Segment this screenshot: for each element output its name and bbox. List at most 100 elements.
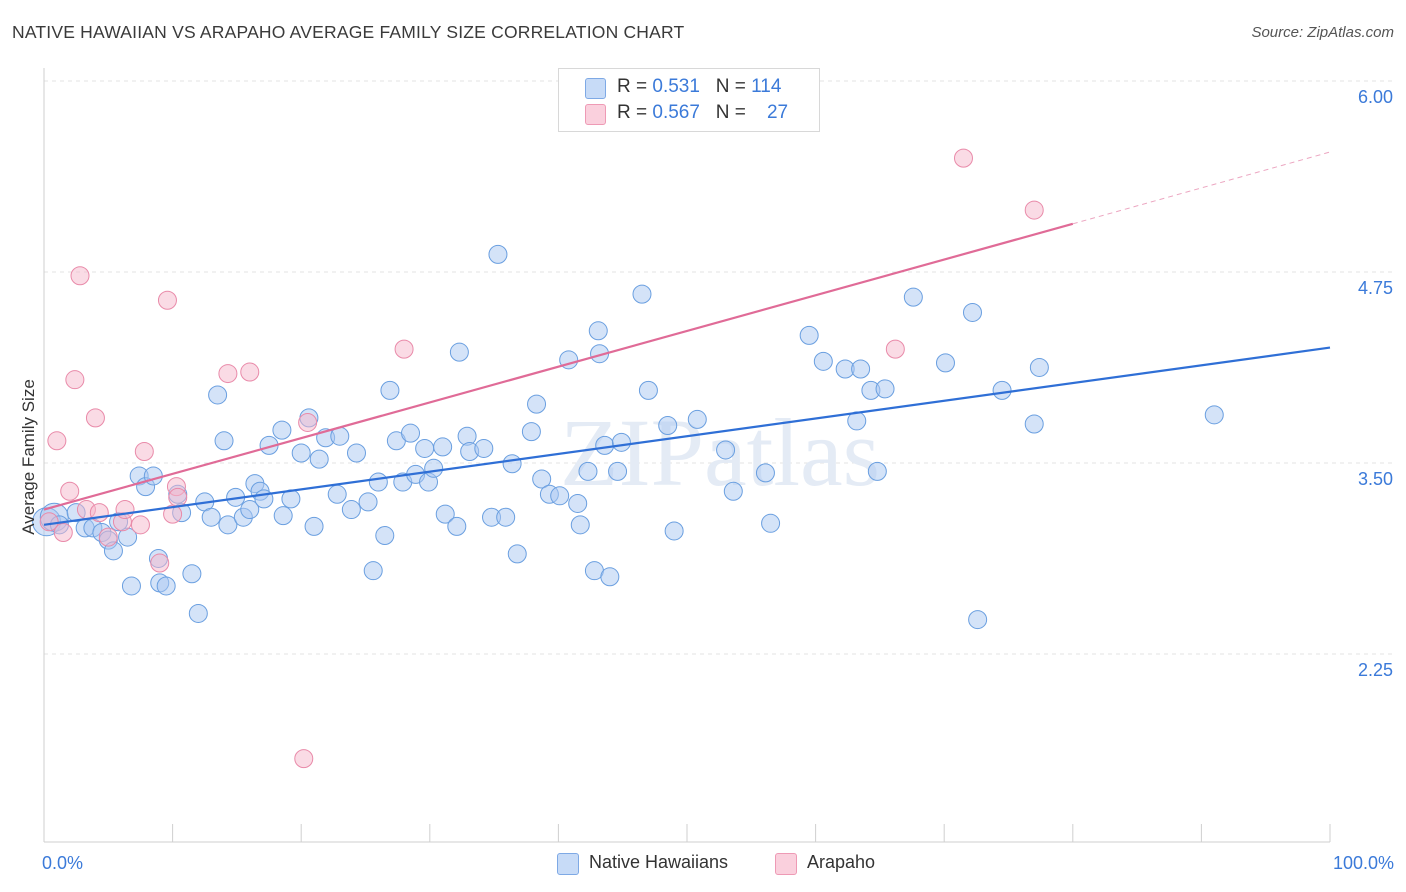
data-point	[130, 515, 150, 535]
data-point	[47, 431, 67, 451]
trend-layer	[43, 151, 1331, 526]
series-native-hawaiians	[32, 244, 1224, 630]
data-point	[433, 437, 453, 457]
data-point	[867, 461, 887, 481]
legend-stats: R = 0.567 N = 27	[617, 102, 788, 124]
data-point	[53, 522, 73, 542]
data-point	[447, 516, 467, 536]
points-layer	[32, 148, 1224, 769]
data-point	[521, 422, 541, 442]
data-point	[182, 564, 202, 584]
data-point	[507, 544, 527, 564]
data-point	[363, 561, 383, 581]
data-point	[134, 441, 154, 461]
data-point	[488, 244, 508, 264]
data-point	[687, 409, 707, 429]
data-point	[474, 438, 494, 458]
n-label: N =	[715, 102, 752, 123]
r-value: 0.567	[652, 102, 700, 123]
data-point	[638, 380, 658, 400]
axes	[43, 68, 1331, 843]
data-point	[272, 420, 292, 440]
data-point	[568, 493, 588, 513]
data-point	[992, 380, 1012, 400]
n-label: N =	[715, 76, 752, 97]
data-point	[578, 461, 598, 481]
data-point	[115, 500, 135, 520]
data-point	[65, 370, 85, 390]
data-point	[608, 461, 628, 481]
legend-label: Native Hawaiians	[589, 852, 729, 872]
legend-label: Arapaho	[807, 852, 876, 872]
x-tick-label-max: 100.0%	[1333, 853, 1394, 873]
data-point	[716, 440, 736, 460]
data-point	[424, 458, 444, 478]
data-point	[358, 492, 378, 512]
data-point	[380, 380, 400, 400]
data-point	[401, 423, 421, 443]
legend-stats: R = 0.531 N = 114	[617, 76, 781, 98]
data-point	[962, 302, 982, 322]
legend-swatch-pink	[585, 104, 606, 125]
data-point	[368, 472, 388, 492]
data-point	[346, 443, 366, 463]
data-point	[394, 339, 414, 359]
data-point	[1029, 357, 1049, 377]
data-point	[550, 486, 570, 506]
data-point	[70, 266, 90, 286]
data-point	[98, 527, 118, 547]
y-tick-label: 2.25	[1358, 660, 1393, 680]
y-axis-label: Average Family Size	[19, 379, 38, 535]
data-point	[953, 148, 973, 168]
data-point	[143, 466, 163, 486]
data-point	[188, 603, 208, 623]
data-point	[309, 449, 329, 469]
series-arapaho	[39, 148, 1044, 769]
data-point	[1024, 200, 1044, 220]
correlation-legend: R = 0.531 N = 114 R = 0.567 N = 27	[558, 68, 820, 132]
data-point	[201, 507, 221, 527]
legend-swatch-blue	[585, 78, 606, 99]
data-point	[761, 513, 781, 533]
data-point	[208, 385, 228, 405]
data-point	[755, 463, 775, 483]
data-point	[527, 394, 547, 414]
y-tick-label: 4.75	[1358, 278, 1393, 298]
data-point	[341, 500, 361, 520]
data-point	[664, 521, 684, 541]
data-point	[121, 576, 141, 596]
data-point	[168, 487, 188, 507]
r-value: 0.531	[652, 76, 700, 97]
y-tick-labels: 2.25 3.50 4.75 6.00	[1358, 87, 1393, 680]
data-point	[156, 576, 176, 596]
data-point	[304, 516, 324, 536]
data-point	[532, 469, 552, 489]
legend-swatch-blue	[557, 853, 579, 875]
data-point	[327, 484, 347, 504]
data-point	[150, 553, 170, 573]
data-point	[1204, 405, 1224, 425]
data-point	[502, 454, 522, 474]
data-point	[240, 500, 260, 520]
y-tick-label: 6.00	[1358, 87, 1393, 107]
data-point	[935, 353, 955, 373]
data-point	[496, 507, 516, 527]
data-point	[611, 432, 631, 452]
data-point	[885, 339, 905, 359]
data-point	[875, 379, 895, 399]
data-point	[723, 481, 743, 501]
legend-swatch-pink	[775, 853, 797, 875]
r-label: R =	[617, 76, 653, 97]
data-point	[157, 290, 177, 310]
data-point	[570, 515, 590, 535]
data-point	[435, 504, 455, 524]
data-point	[588, 321, 608, 341]
trend-line-extension	[1072, 151, 1331, 225]
trend-line-arapaho	[43, 222, 1074, 511]
data-point	[214, 431, 234, 451]
data-point	[1024, 414, 1044, 434]
data-point	[813, 351, 833, 371]
data-point	[415, 438, 435, 458]
data-point	[600, 567, 620, 587]
data-point	[968, 610, 988, 630]
